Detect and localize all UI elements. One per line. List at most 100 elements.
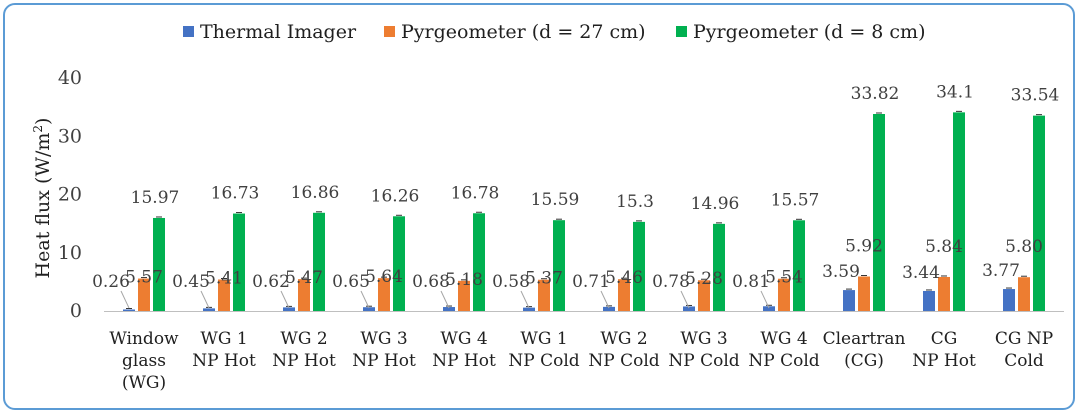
bar: [858, 276, 870, 311]
data-label: 5.41: [205, 268, 243, 288]
y-tick-label: 10: [58, 242, 82, 264]
category-label: CG NP Cold: [995, 329, 1053, 371]
bar: [233, 213, 245, 311]
data-label: 0.78: [652, 272, 690, 292]
data-label: 3.59: [822, 262, 860, 282]
bar: [603, 306, 615, 311]
data-label: 0.45: [172, 272, 210, 292]
chart-frame: [3, 3, 1075, 410]
bar: [763, 306, 775, 311]
category-label: WG 2 NP Cold: [588, 329, 659, 371]
data-label: 0.62: [252, 272, 290, 292]
data-label: 5.80: [1005, 237, 1043, 257]
data-label: 15.57: [771, 190, 820, 210]
category-label: CG NP Hot: [912, 329, 976, 371]
category-label: WG 4 NP Hot: [432, 329, 496, 371]
bar: [123, 309, 135, 311]
bar: [1018, 277, 1030, 311]
bar: [298, 279, 310, 311]
y-tick-label: 40: [58, 67, 82, 89]
legend-item: Thermal Imager: [183, 21, 357, 43]
bar: [538, 279, 550, 311]
category-label: WG 2 NP Hot: [272, 329, 336, 371]
leader-line: [280, 290, 290, 309]
category-label: WG 1 NP Cold: [508, 329, 579, 371]
data-label: 0.71: [572, 272, 610, 292]
bar: [393, 216, 405, 311]
data-label: 14.96: [691, 194, 740, 214]
bar: [378, 278, 390, 311]
leader-line: [600, 290, 610, 309]
bar: [363, 307, 375, 311]
bar: [618, 279, 630, 311]
legend-swatch: [676, 26, 687, 37]
bar: [793, 220, 805, 311]
bar: [1033, 115, 1045, 311]
data-label: 5.28: [685, 269, 723, 289]
bar: [153, 217, 165, 311]
bars: [123, 110, 1045, 312]
data-label: 5.64: [365, 267, 403, 287]
bar: [203, 308, 215, 311]
legend-label: Pyrgeometer (d = 8 cm): [693, 21, 925, 43]
bar: [458, 280, 470, 311]
bar: [938, 276, 950, 311]
y-tick-label: 0: [70, 300, 82, 322]
bar: [923, 290, 935, 311]
data-label: 5.92: [845, 237, 883, 257]
leader-line: [520, 290, 530, 309]
category-label: WG 1 NP Hot: [192, 329, 256, 371]
bar: [523, 307, 535, 311]
data-label: 34.1: [936, 82, 974, 102]
legend-item: Pyrgeometer (d = 8 cm): [676, 21, 925, 43]
bar: [698, 280, 710, 311]
leader-line: [120, 290, 130, 309]
y-axis: 0 10 20 30 40: [58, 67, 82, 322]
leader-line: [360, 290, 370, 309]
data-label: 0.68: [412, 272, 450, 292]
category-label: WG 4 NP Cold: [748, 329, 819, 371]
data-label: 16.78: [451, 183, 500, 203]
bar: [683, 306, 695, 311]
data-label: 0.65: [332, 272, 370, 292]
data-label: 5.47: [285, 268, 323, 288]
leader-lines: [120, 290, 770, 309]
legend-swatch: [183, 26, 194, 37]
bar: [873, 113, 885, 311]
data-labels: 0.265.57 15.97 0.455.41 16.73 0.625.47 16.86 0…: [92, 82, 1059, 292]
category-label: Cleartran (CG): [823, 329, 906, 371]
data-label: 0.81: [732, 272, 770, 292]
data-label: 16.73: [211, 184, 260, 204]
legend-swatch: [384, 26, 395, 37]
bar: [713, 223, 725, 311]
leader-line: [760, 290, 770, 309]
bar: [953, 112, 965, 312]
data-label: 0.58: [492, 272, 530, 292]
data-label: 33.82: [851, 84, 900, 104]
bar: [843, 290, 855, 311]
data-label: 5.54: [765, 268, 803, 288]
data-label: 5.84: [925, 237, 963, 257]
legend-label: Pyrgeometer (d = 27 cm): [401, 21, 646, 43]
bar: [1003, 289, 1015, 311]
data-label: 5.46: [605, 268, 643, 288]
legend-label: Thermal Imager: [200, 21, 357, 43]
data-label: 16.86: [291, 183, 340, 203]
data-label: 3.44: [902, 263, 940, 283]
data-label: 5.37: [525, 269, 563, 289]
y-axis-label: Heat flux (W/m2): [31, 118, 54, 279]
category-label: WG 3 NP Cold: [668, 329, 739, 371]
data-label: 15.3: [616, 192, 654, 212]
data-label: 5.57: [125, 268, 163, 288]
bar: [778, 278, 790, 311]
bar: [283, 307, 295, 311]
y-tick-label: 20: [58, 184, 82, 206]
data-label: 0.26: [92, 272, 130, 292]
bar: [553, 220, 565, 311]
data-label: 3.77: [982, 261, 1020, 281]
data-label: 16.26: [371, 186, 420, 206]
leader-line: [440, 290, 450, 309]
bar: [473, 213, 485, 311]
